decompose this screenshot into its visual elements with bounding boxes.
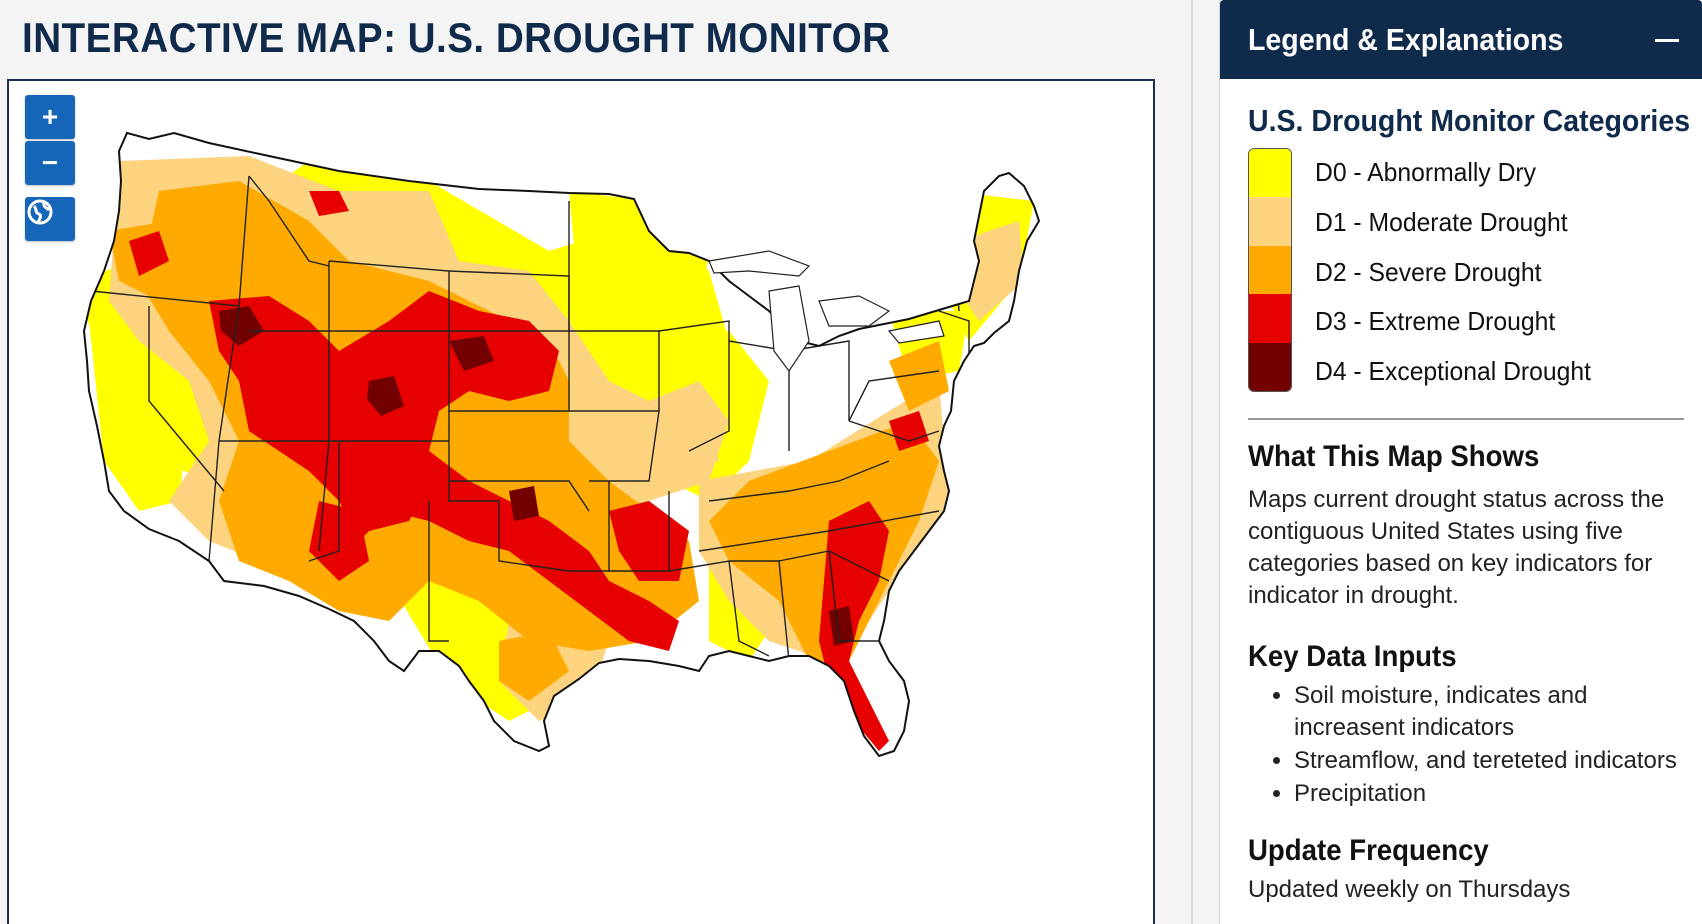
zoom-in-button[interactable]: +	[25, 95, 75, 139]
legend-swatch-d0	[1249, 149, 1291, 198]
map-canvas[interactable]	[9, 81, 1155, 924]
reset-view-button[interactable]	[25, 197, 75, 241]
legend-label-d2: D2 - Severe Drought	[1315, 257, 1542, 287]
inputs-heading: Key Data Inputs	[1248, 640, 1457, 673]
legend-panel: Legend & Explanations U.S. Drought Monit…	[1219, 0, 1702, 924]
legend-color-bar	[1248, 148, 1292, 392]
legend-swatch-d1	[1249, 197, 1291, 246]
globe-reset-icon	[27, 199, 53, 225]
legend-panel-title: Legend & Explanations	[1248, 22, 1564, 57]
legend-label-d0: D0 - Abnormally Dry	[1315, 157, 1536, 187]
section-divider	[1248, 418, 1684, 420]
state-borders	[90, 175, 970, 662]
what-heading: What This Map Shows	[1248, 440, 1540, 473]
list-item: Precipitation	[1294, 778, 1694, 810]
update-text: Updated weekly on Thursdays	[1248, 876, 1571, 903]
legend-swatch-d4	[1249, 342, 1291, 391]
panel-divider	[1191, 0, 1193, 924]
legend-panel-header[interactable]: Legend & Explanations	[1220, 0, 1702, 79]
drought-map[interactable]: + −	[7, 79, 1155, 924]
page-title: INTERACTIVE MAP: U.S. DROUGHT MONITOR	[22, 14, 891, 61]
list-item: Streamflow, and tereteted indicators	[1294, 745, 1694, 777]
legend-swatch-d3	[1249, 294, 1291, 343]
what-text: Maps current drought status across the c…	[1248, 486, 1665, 609]
inputs-list: Soil moisture, indicates and increasent …	[1248, 680, 1694, 811]
great-lakes	[708, 250, 945, 373]
drought-areas	[84, 156, 1034, 751]
zoom-out-button[interactable]: −	[25, 141, 75, 185]
legend-label-d4: D4 - Exceptional Drought	[1315, 356, 1591, 386]
categories-heading: U.S. Drought Monitor Categories	[1248, 103, 1691, 138]
legend-swatch-d2	[1249, 245, 1291, 295]
legend-label-d3: D3 - Extreme Drought	[1315, 306, 1556, 336]
minus-icon[interactable]	[1652, 24, 1682, 54]
legend-label-d1: D1 - Moderate Drought	[1315, 207, 1568, 237]
list-item: Soil moisture, indicates and increasent …	[1294, 680, 1694, 744]
update-heading: Update Frequency	[1248, 834, 1489, 867]
